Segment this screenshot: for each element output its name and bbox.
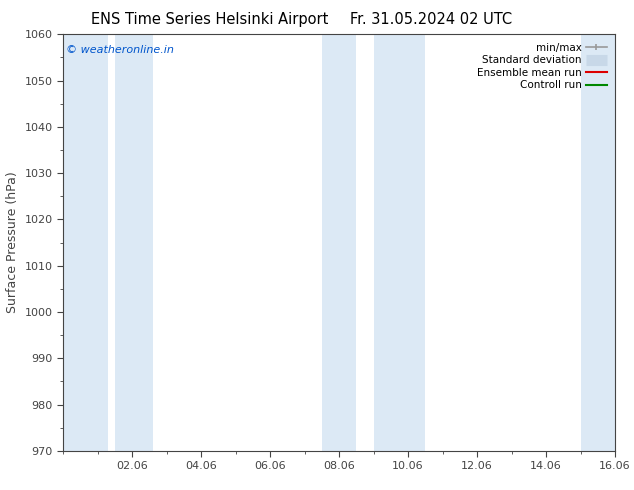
Legend: min/max, Standard deviation, Ensemble mean run, Controll run: min/max, Standard deviation, Ensemble me… [474, 40, 610, 94]
Text: ENS Time Series Helsinki Airport: ENS Time Series Helsinki Airport [91, 12, 328, 27]
Bar [115, 34, 153, 451]
Bar [373, 34, 425, 451]
Text: Fr. 31.05.2024 02 UTC: Fr. 31.05.2024 02 UTC [350, 12, 512, 27]
Y-axis label: Surface Pressure (hPa): Surface Pressure (hPa) [6, 172, 19, 314]
Bar [581, 34, 615, 451]
Bar [63, 34, 108, 451]
Bar [322, 34, 356, 451]
Text: © weatheronline.in: © weatheronline.in [66, 45, 174, 55]
